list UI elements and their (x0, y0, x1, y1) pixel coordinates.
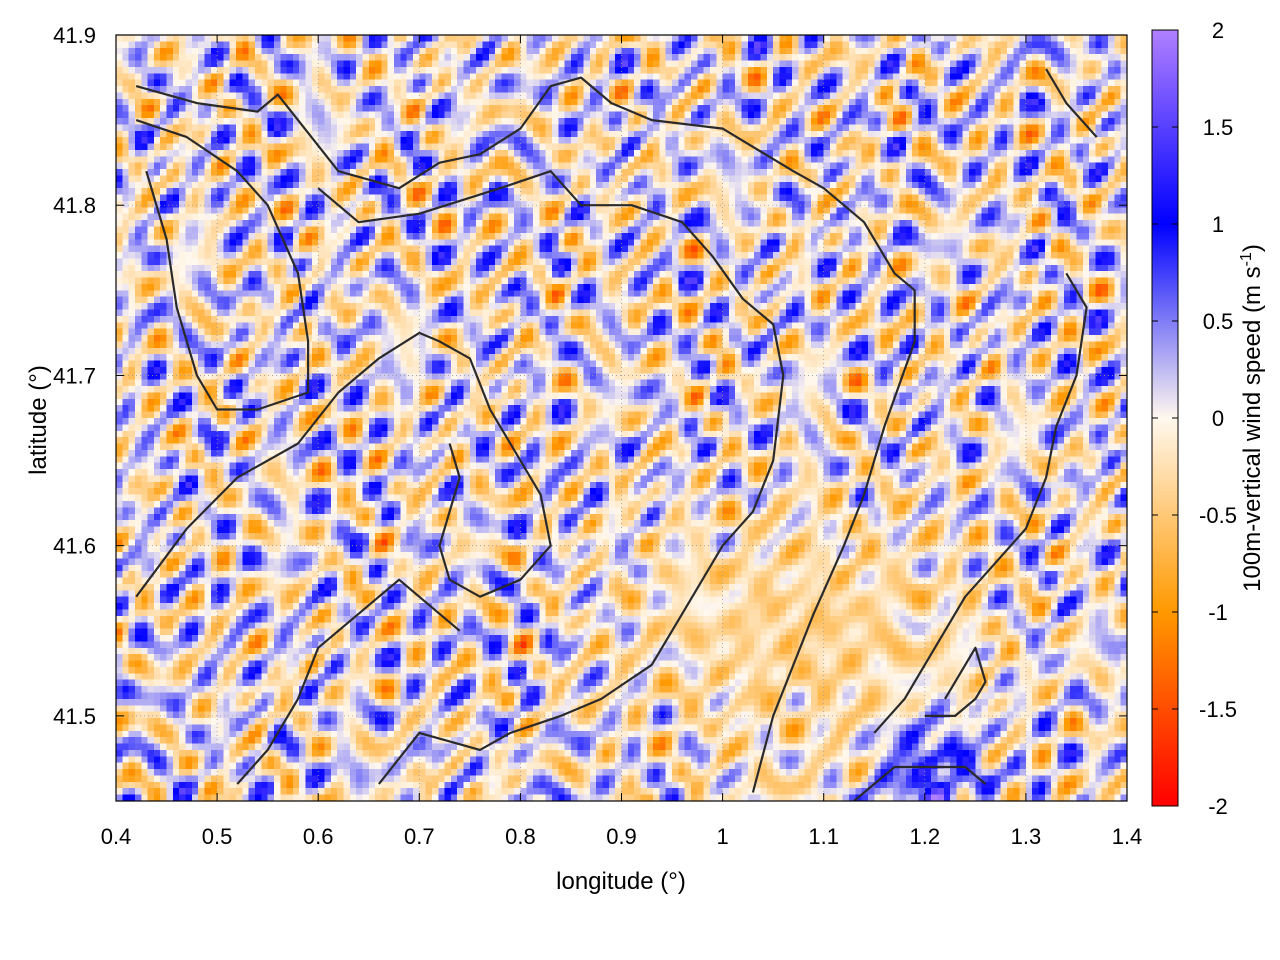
x-tick-label: 1.1 (808, 824, 839, 849)
x-tick-label: 0.5 (202, 824, 233, 849)
colorbar-title: 100m-vertical wind speed (m s-1) (1238, 244, 1266, 592)
x-axis-title: longitude (°) (556, 868, 686, 895)
contour-line-3 (317, 170, 785, 785)
colorbar-title-main: 100m-vertical wind speed (m s (1239, 266, 1266, 591)
contour-line-2 (135, 119, 310, 411)
colorbar-title-end: ) (1239, 244, 1266, 252)
x-tick-label: 1.4 (1112, 824, 1143, 849)
colorbar-tick-label: -0.5 (1199, 503, 1237, 528)
heatmap-image (116, 35, 1127, 801)
colorbar-tick-label: -1.5 (1199, 697, 1237, 722)
x-tick-label: 0.9 (606, 824, 637, 849)
colorbar-tick-label: -1 (1208, 600, 1228, 625)
contour-line-8 (873, 272, 1088, 734)
contour-line-1 (135, 76, 916, 793)
y-axis-title: latitude (°) (25, 365, 52, 475)
colorbar: 2 1.5 1 0.5 0 -0.5 -1 -1.5 -2 100m-vertical wind… (1151, 18, 1266, 819)
colorbar-tick-label: 1.5 (1203, 115, 1234, 140)
x-tick-label: 0.4 (101, 824, 132, 849)
contour-line-4 (135, 331, 552, 598)
y-tick-label: 41.7 (53, 363, 96, 388)
x-tick-label: 1 (716, 824, 728, 849)
y-tick-label: 41.9 (53, 23, 96, 48)
x-tick-label: 0.6 (303, 824, 334, 849)
colorbar-ticks: 2 1.5 1 0.5 0 -0.5 -1 -1.5 -2 (1152, 18, 1237, 819)
axis-ticks: 0.4 0.5 0.6 0.7 0.8 0.9 1 1.1 1.2 1.3 1.4 41.5 41.6 4… (53, 23, 1142, 849)
colorbar-tick-label: -2 (1208, 794, 1228, 819)
terrain-contours (135, 68, 1098, 801)
heatmap-field (116, 35, 1127, 801)
contour-line-7 (1045, 68, 1098, 138)
x-tick-label: 0.7 (404, 824, 435, 849)
y-tick-label: 41.5 (53, 704, 96, 729)
y-tick-label: 41.6 (53, 534, 96, 559)
colorbar-tick-label: 2 (1212, 18, 1224, 43)
colorbar-tick-label: 1 (1212, 212, 1224, 237)
contour-line-6 (853, 765, 987, 801)
contour-line-9 (924, 646, 987, 717)
x-tick-label: 1.3 (1011, 824, 1042, 849)
colorbar-tick-label: 0 (1212, 406, 1224, 431)
x-tick-label: 1.2 (910, 824, 941, 849)
y-tick-label: 41.8 (53, 193, 96, 218)
colorbar-tick-label: 0.5 (1203, 309, 1234, 334)
colorbar-title-sup: -1 (1238, 252, 1255, 266)
x-tick-label: 0.8 (505, 824, 536, 849)
contour-line-5 (236, 578, 461, 785)
